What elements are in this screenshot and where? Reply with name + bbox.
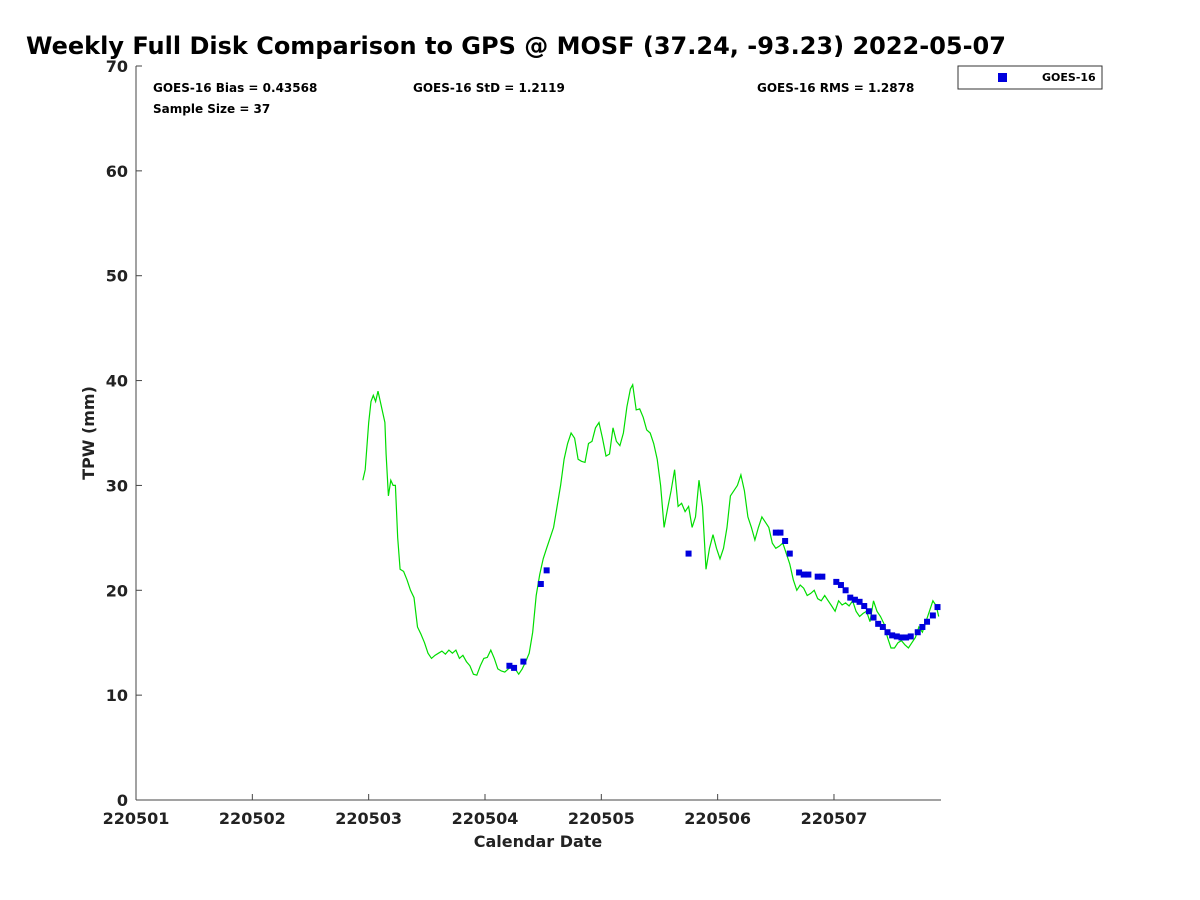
goes16-point [520,658,527,665]
goes16-point [879,623,886,630]
goes16-point [805,571,812,578]
x-tick-label: 220501 [103,809,170,828]
goes16-point [685,550,692,557]
x-axis-label: Calendar Date [474,832,603,851]
bias-stat: GOES-16 Bias = 0.43568 [153,81,317,95]
goes16-point [814,573,821,580]
goes16-point [875,620,882,627]
goes16-point [914,629,921,636]
legend: GOES-16 [957,65,1103,90]
goes16-point [884,629,891,636]
goes16-point [511,664,518,671]
goes16-point [898,634,905,641]
y-tick-label: 50 [106,267,128,286]
goes16-point [856,598,863,605]
y-tick-label: 60 [106,162,128,181]
goes16-point [772,529,779,536]
x-tick-label: 220505 [568,809,635,828]
gps-series-line [362,382,940,676]
sample-size-stat: Sample Size = 37 [153,102,270,116]
x-tick-label: 220507 [801,809,868,828]
x-tick-label: 220503 [335,809,402,828]
y-tick-label: 30 [106,476,128,495]
goes16-point [782,538,789,545]
x-tick-label: 220502 [219,809,286,828]
goes16-point [537,580,544,587]
goes16-point [796,569,803,576]
y-tick-label: 0 [117,791,128,810]
goes16-point [889,632,896,639]
legend-marker-goes16 [998,73,1007,82]
y-ticks: 0 10 20 30 40 50 60 70 [106,57,142,810]
goes16-point [861,603,868,610]
goes16-point [919,623,926,630]
goes16-point [865,608,872,615]
gps-line-layer [362,382,940,676]
x-tick-label: 220504 [452,809,519,828]
goes16-point [800,571,807,578]
goes16-point [907,633,914,640]
goes16-point [819,573,826,580]
goes16-point [924,618,931,625]
goes16-point [851,596,858,603]
goes16-point [842,587,849,594]
goes16-point [833,578,840,585]
chart-title: Weekly Full Disk Comparison to GPS @ MOS… [26,32,1006,60]
y-axis-label: TPW (mm) [79,386,98,480]
goes16-point [847,594,854,601]
goes16-point [934,604,941,611]
goes16-point [506,662,513,669]
rms-stat: GOES-16 RMS = 1.2878 [757,81,914,95]
goes16-point [870,614,877,621]
y-tick-label: 70 [106,57,128,76]
goes16-point [929,612,936,619]
legend-label-goes16: GOES-16 [1042,71,1096,84]
goes16-point [543,567,550,574]
y-tick-label: 10 [106,686,128,705]
goes16-point [893,633,900,640]
x-ticks: 220501 220502 220503 220504 220505 220506 2205… [103,794,868,828]
legend-box [957,65,1103,90]
goes16-point [903,634,910,641]
axes [135,66,941,801]
goes16-points-layer [506,529,941,671]
goes16-point [786,550,793,557]
goes16-point [777,529,784,536]
y-tick-label: 40 [106,372,128,391]
y-tick-label: 20 [106,581,128,600]
goes16-point [837,582,844,589]
x-tick-label: 220506 [684,809,751,828]
std-stat: GOES-16 StD = 1.2119 [413,81,565,95]
